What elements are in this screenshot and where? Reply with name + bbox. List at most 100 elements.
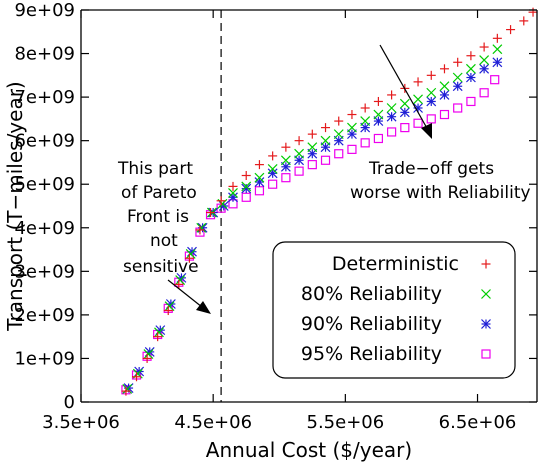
- point-s3-29: [479, 88, 489, 98]
- point-s0-27: [453, 57, 463, 67]
- point-s2-28: [465, 72, 476, 83]
- point-s3-19: [347, 144, 357, 154]
- point-s0-20: [360, 103, 370, 113]
- annotation-tradeoff-arrowhead: [421, 123, 432, 139]
- y-tick-label-9: 9e+09: [14, 0, 75, 21]
- point-s3-18: [334, 149, 344, 159]
- point-s0-11: [241, 171, 251, 181]
- point-s0-26: [439, 64, 449, 74]
- point-s0-16: [307, 129, 317, 139]
- point-s1-12: [254, 172, 265, 183]
- point-s3-27: [453, 103, 463, 113]
- legend-box: [272, 241, 516, 379]
- point-s0-9: [216, 196, 226, 206]
- annotation-insensitive-line-2: of Pareto: [121, 183, 197, 203]
- annotation-insensitive: This part of Pareto Front is not sensiti…: [117, 159, 211, 314]
- point-s0-15: [294, 136, 304, 146]
- x-tick-label-1: 4.5e+06: [174, 412, 252, 433]
- data-layer: [121, 7, 538, 396]
- point-s3-15: [294, 166, 304, 176]
- legend-markers: [481, 259, 491, 359]
- point-s2-23: [399, 107, 410, 118]
- annotation-insensitive-line-5: sensitive: [123, 257, 199, 277]
- point-s0-21: [373, 96, 383, 106]
- point-s0-17: [321, 123, 331, 133]
- point-s1-30: [492, 44, 503, 55]
- point-s0-28: [466, 51, 476, 61]
- point-s3-24: [413, 118, 423, 128]
- point-s2-10: [228, 192, 238, 203]
- point-s0-19: [347, 110, 357, 120]
- point-s2-26: [439, 90, 450, 100]
- x-tick-label-0: 3.5e+06: [42, 412, 120, 433]
- point-s1-22: [386, 103, 397, 113]
- point-s3-21: [373, 133, 383, 144]
- point-s1-29: [479, 55, 490, 66]
- point-s2-12: [254, 177, 265, 187]
- point-s0-29: [479, 42, 489, 52]
- point-s3-20: [360, 138, 370, 148]
- point-s0-7: [195, 225, 205, 235]
- point-s1-21: [373, 109, 384, 120]
- x-axis-label: Annual Cost ($/year): [206, 438, 412, 462]
- annotation-tradeoff-line-2: worse with Reliability: [350, 183, 531, 203]
- point-s1-15: [294, 148, 305, 159]
- annotation-insensitive-line-3: Front is: [127, 207, 189, 227]
- point-s2-11: [241, 183, 252, 194]
- point-s0-5: [174, 279, 184, 289]
- point-s1-18: [333, 129, 344, 140]
- legend-label-90: 90% Reliability: [301, 313, 442, 335]
- point-s3-22: [387, 127, 397, 137]
- point-s0-2: [142, 353, 152, 363]
- point-s3-12: [254, 186, 265, 196]
- point-s1-3: [154, 327, 164, 338]
- point-s1-4: [164, 301, 175, 312]
- point-s1-0: [122, 384, 133, 394]
- point-s0-33: [528, 7, 538, 17]
- y-tick-label-3: 3e+09: [14, 261, 75, 282]
- y-tick-label-7: 7e+09: [14, 87, 75, 108]
- point-s2-24: [413, 103, 423, 113]
- point-s3-14: [281, 173, 291, 183]
- point-s1-25: [426, 87, 437, 98]
- legend-label-deterministic: Deterministic: [332, 253, 459, 275]
- annotation-insensitive-line-4: not: [150, 231, 178, 251]
- point-s0-22: [387, 90, 397, 100]
- point-s3-17: [320, 155, 331, 165]
- legend-marker-2: [481, 319, 491, 329]
- point-s3-30: [490, 75, 500, 85]
- annotation-tradeoff-line-1: Trade−off gets: [368, 159, 494, 179]
- series-1: [122, 44, 503, 394]
- legend: Deterministic 80% Reliability 90% Reliab…: [272, 241, 516, 379]
- point-s3-23: [400, 122, 410, 133]
- point-s0-24: [413, 77, 423, 87]
- y-tick-label-6: 6e+09: [14, 131, 75, 152]
- x-tick-label-3: 6.5e+06: [439, 412, 517, 433]
- point-s2-25: [426, 96, 437, 107]
- point-s1-26: [439, 81, 450, 92]
- point-s3-26: [439, 109, 450, 120]
- annotation-insensitive-arrowhead: [196, 301, 211, 314]
- legend-label-80: 80% Reliability: [301, 283, 442, 305]
- point-s2-29: [479, 63, 490, 74]
- point-s1-20: [360, 116, 371, 126]
- point-s0-30: [492, 33, 502, 43]
- y-tick-label-2: 2e+09: [14, 305, 75, 326]
- point-s3-28: [466, 96, 476, 107]
- y-tick-label-4: 4e+09: [14, 218, 75, 239]
- point-s1-19: [347, 122, 357, 133]
- point-s3-25: [426, 114, 436, 124]
- annotation-tradeoff: Trade−off gets worse with Reliability: [350, 44, 531, 203]
- point-s2-13: [267, 168, 278, 179]
- point-s1-28: [465, 63, 476, 74]
- point-s0-13: [268, 151, 278, 161]
- point-s2-30: [492, 57, 503, 68]
- point-s1-16: [307, 142, 318, 153]
- point-s3-16: [307, 160, 317, 170]
- point-s0-4: [163, 306, 173, 316]
- y-tick-label-0: 0: [64, 392, 75, 413]
- point-s0-12: [254, 160, 264, 170]
- annotation-insensitive-line-1: This part: [117, 159, 193, 179]
- point-s1-10: [228, 188, 238, 198]
